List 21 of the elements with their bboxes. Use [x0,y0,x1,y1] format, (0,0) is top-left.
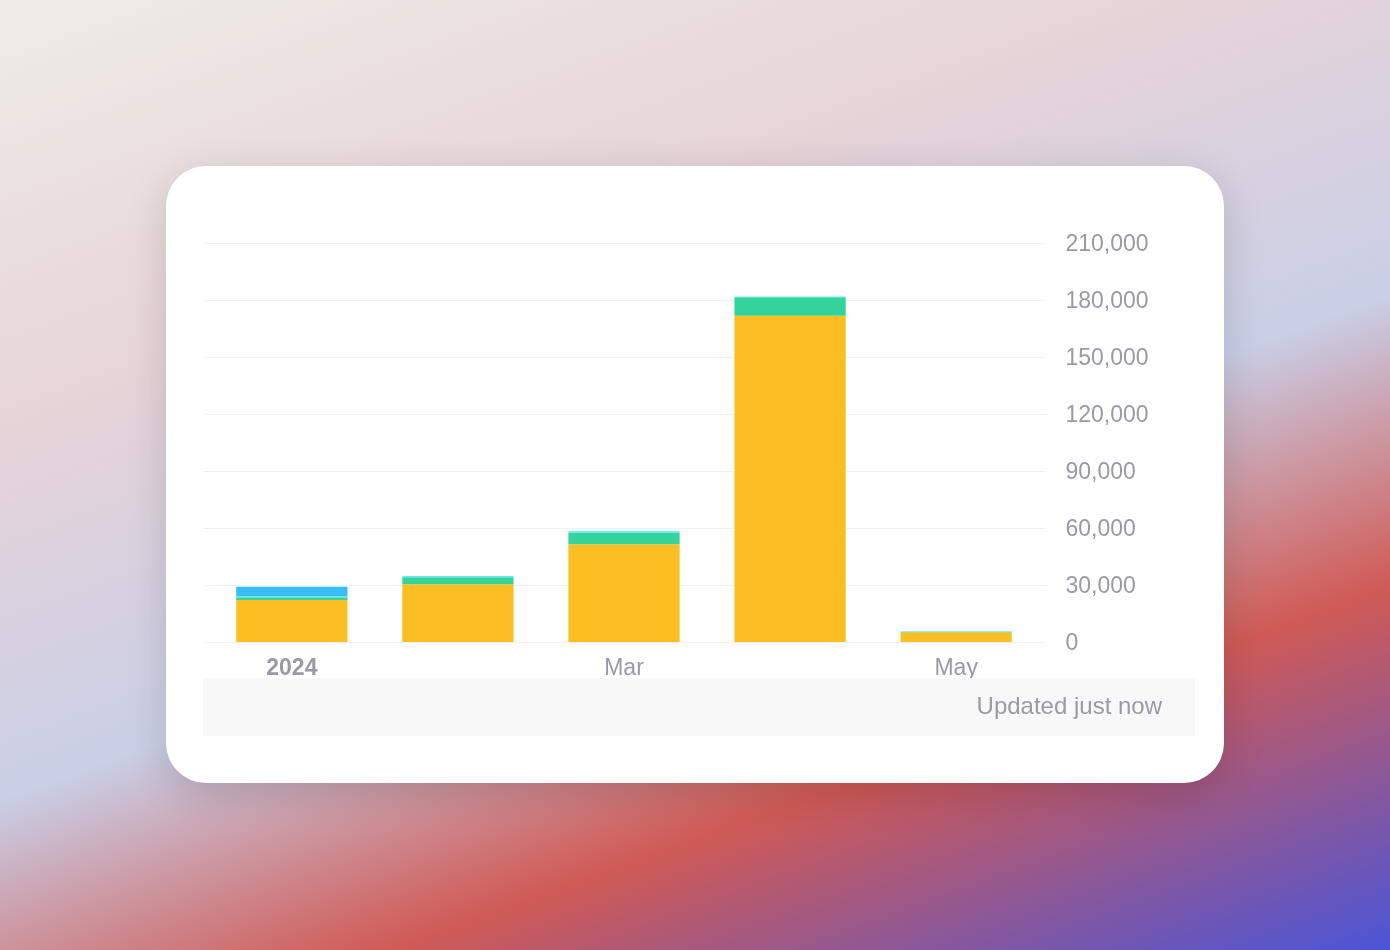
y-tick-label: 60,000 [1065,514,1136,541]
bar [568,544,680,642]
bar [402,584,514,642]
y-tick-label: 180,000 [1065,286,1149,313]
text: Updated just now [976,692,1162,720]
y-tick-label: 90,000 [1065,457,1136,484]
bar [402,577,514,585]
y-tick-label: 120,000 [1065,400,1149,427]
x-tick-label: May [934,653,979,680]
y-tick-label: 30,000 [1065,571,1136,598]
bar [568,532,680,545]
bar [734,315,846,642]
x-tick-label: Mar [604,653,645,680]
y-tick-label: 210,000 [1065,229,1149,256]
y-tick-label: 150,000 [1065,343,1149,370]
bar [236,600,348,642]
y-tick-label: 0 [1065,628,1079,655]
bar [734,297,846,316]
x-tick-label: 2024 [266,653,318,680]
bar [236,586,348,597]
bar [900,632,1012,642]
